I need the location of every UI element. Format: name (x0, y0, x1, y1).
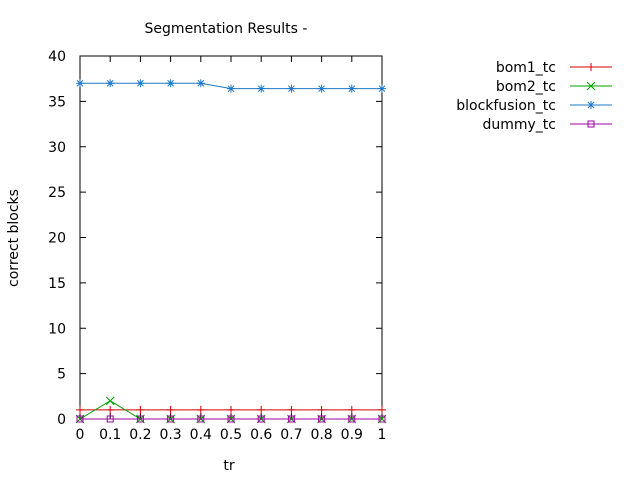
x-tick-label: 0.7 (280, 427, 302, 443)
data-point (227, 415, 235, 423)
data-point (348, 415, 356, 423)
series-bom1_tc (76, 405, 386, 414)
data-point (166, 405, 175, 414)
y-axis-label: correct blocks (6, 189, 22, 287)
data-point (166, 79, 175, 88)
data-point (287, 405, 296, 414)
series-layer (75, 79, 387, 424)
legend-label: bom1_tc (496, 60, 556, 76)
legend-marker (587, 101, 595, 109)
data-point (287, 415, 295, 423)
data-point (136, 79, 145, 88)
legend-marker (586, 81, 596, 91)
series-dummy_tc (76, 415, 386, 423)
y-tick-label: 25 (48, 185, 66, 201)
y-axis: 0 5 10 15 20 25 30 35 40 (48, 49, 382, 428)
x-tick-label: 0 (76, 427, 85, 443)
data-point (257, 84, 266, 93)
y-tick-label: 10 (48, 321, 66, 337)
data-point (347, 405, 356, 414)
legend-marker (587, 120, 595, 128)
data-point (197, 415, 205, 423)
data-point (105, 396, 115, 406)
y-tick-label: 30 (48, 140, 66, 156)
data-point (257, 415, 265, 423)
series-blockfusion_tc (76, 79, 386, 93)
data-point (106, 415, 114, 423)
plot-border (79, 55, 383, 420)
x-tick-label: 0.8 (310, 427, 332, 443)
y-tick-label: 15 (48, 276, 66, 292)
data-point (106, 79, 115, 88)
data-point (136, 415, 144, 423)
data-point (76, 405, 84, 414)
legend-marker (587, 63, 595, 71)
y-tick-label: 5 (57, 367, 66, 383)
data-point (76, 79, 84, 88)
data-point (227, 84, 235, 93)
data-point (76, 415, 84, 423)
data-point (317, 84, 326, 93)
data-point (257, 405, 266, 414)
data-point (378, 405, 386, 414)
x-tick-label: 0.3 (159, 427, 181, 443)
x-tick-label: 0.1 (99, 427, 121, 443)
data-point (106, 405, 115, 414)
data-point (347, 84, 356, 93)
data-point (317, 405, 326, 414)
data-point (287, 84, 296, 93)
y-tick-label: 35 (48, 94, 66, 110)
data-point (378, 84, 386, 93)
y-tick-label: 40 (48, 49, 66, 65)
x-tick-label: 0.2 (129, 427, 151, 443)
data-point (227, 405, 235, 414)
x-tick-label: 0.4 (190, 427, 212, 443)
legend-label: bom2_tc (496, 79, 556, 95)
x-axis: 0 0.1 0.2 0.3 0.4 0.5 0.6 0.7 0.8 0.9 1 (76, 56, 387, 443)
data-point (196, 79, 205, 88)
data-point (136, 405, 145, 414)
x-tick-label: 0.9 (341, 427, 363, 443)
data-point (318, 415, 326, 423)
data-point (378, 415, 386, 423)
data-point (196, 405, 205, 414)
legend-label: blockfusion_tc (456, 98, 556, 114)
legend-label: dummy_tc (482, 117, 556, 133)
x-tick-label: 0.5 (220, 427, 242, 443)
y-tick-label: 20 (48, 231, 66, 247)
plot-frame (79, 55, 383, 420)
x-tick-label: 0.6 (250, 427, 272, 443)
y-tick-label: 0 (57, 412, 66, 428)
data-point (167, 415, 175, 423)
chart-title: Segmentation Results - (145, 21, 308, 37)
legend: bom1_tc bom2_tc blockfusion_tc dummy_tc (456, 60, 612, 133)
x-tick-label: 1 (378, 427, 387, 443)
x-axis-label: tr (223, 458, 234, 474)
